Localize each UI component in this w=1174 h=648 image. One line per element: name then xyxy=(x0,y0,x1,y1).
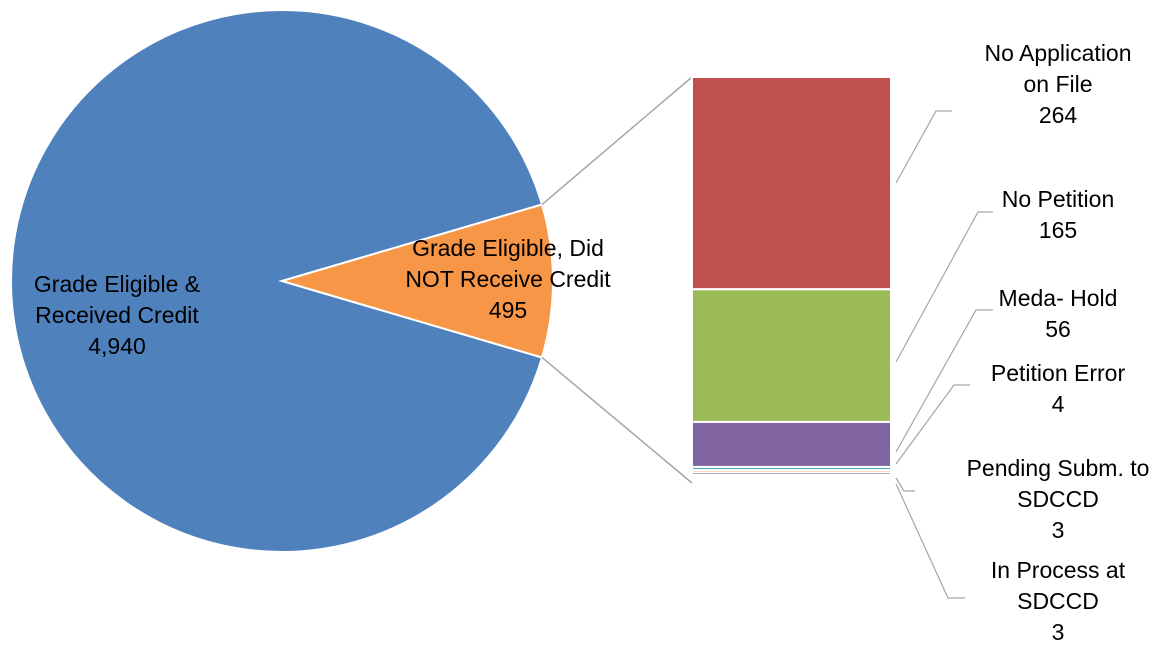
leader-line-no-petition xyxy=(895,211,993,363)
bar-segment-pending-subm-to-sdccd-label: Pending Subm. to SDCCD 3 xyxy=(967,455,1150,543)
bar-segment-petition-error-label-line: Petition Error xyxy=(991,360,1126,386)
leader-line-in-process-at-sdccd xyxy=(895,483,965,599)
bar-segment-no-petition xyxy=(691,288,892,423)
leader-line-petition-error xyxy=(895,384,970,465)
stacked-bar xyxy=(691,76,892,477)
pie-slice-did-not-receive-label-line: Grade Eligible, Did xyxy=(412,235,604,261)
pie xyxy=(10,9,554,553)
bar-segment-in-process-at-sdccd-label: In Process at SDCCD 3 xyxy=(991,557,1126,645)
pie-slice-received-credit-label-line: Received Credit xyxy=(35,302,199,328)
pie-slice-received-credit-value: 4,940 xyxy=(88,333,146,359)
bar-segment-meda-hold-value: 56 xyxy=(1045,316,1071,342)
bar-segment-no-application-on-file-value: 264 xyxy=(1039,102,1078,128)
bar-segment-pending-subm-to-sdccd-label-line: SDCCD xyxy=(1017,486,1099,512)
bar-segment-no-application-on-file xyxy=(691,76,892,291)
bar-segment-pending-subm-to-sdccd-value: 3 xyxy=(1052,517,1065,543)
bar-segment-no-application-on-file-label-line: on File xyxy=(1023,71,1092,97)
bar-segment-no-petition-label: No Petition 165 xyxy=(1002,186,1115,243)
pie-slice-did-not-receive-label-line: NOT Receive Credit xyxy=(405,266,611,292)
bar-segment-no-petition-value: 165 xyxy=(1039,217,1077,243)
bar-segment-in-process-at-sdccd-label-line: SDCCD xyxy=(1017,588,1099,614)
bar-segment-meda-hold xyxy=(691,420,892,468)
pie-slice-grade-eligible-received-credit xyxy=(10,9,544,553)
pie-slice-received-credit-label-line: Grade Eligible & xyxy=(34,271,200,297)
connector-line-top xyxy=(541,76,693,206)
bar-segment-in-process-at-sdccd-value: 3 xyxy=(1052,619,1065,645)
leader-line-pending-subm-to-sdccd xyxy=(895,477,915,492)
bar-segment-meda-hold-label-line: Meda- Hold xyxy=(999,285,1118,311)
pie-slice-received-credit-label: Grade Eligible & Received Credit 4,940 xyxy=(34,271,200,359)
leader-line-no-application-on-file xyxy=(895,110,952,184)
bar-segment-in-process-at-sdccd xyxy=(691,471,892,477)
bar-segment-in-process-at-sdccd-label-line: In Process at xyxy=(991,557,1126,583)
data-labels: Grade Eligible & Received Credit 4,940Grad… xyxy=(34,40,1150,645)
pie-to-bar-connectors xyxy=(541,76,693,484)
pie-slice-grade-eligible-did-not-receive-credit xyxy=(278,203,554,359)
connector-line-bottom xyxy=(541,356,693,484)
pie-slice-did-not-receive-label: Grade Eligible, Did NOT Receive Credit 495 xyxy=(405,235,611,323)
leader-line-meda-hold xyxy=(895,309,993,453)
bar-segment-no-application-on-file-label: No Application on File 264 xyxy=(984,40,1131,128)
bar-segment-petition-error-value: 4 xyxy=(1052,391,1065,417)
bar-segment-pending-subm-to-sdccd-label-line: Pending Subm. to xyxy=(967,455,1150,481)
pie-slice-did-not-receive-value: 495 xyxy=(489,297,527,323)
bar-segment-petition-error-label: Petition Error 4 xyxy=(991,360,1126,417)
bar-segment-no-petition-label-line: No Petition xyxy=(1002,186,1115,212)
bar-segment-no-application-on-file-label-line: No Application xyxy=(984,40,1131,66)
bar-segment-meda-hold-label: Meda- Hold 56 xyxy=(999,285,1118,342)
leader-lines xyxy=(895,110,993,599)
